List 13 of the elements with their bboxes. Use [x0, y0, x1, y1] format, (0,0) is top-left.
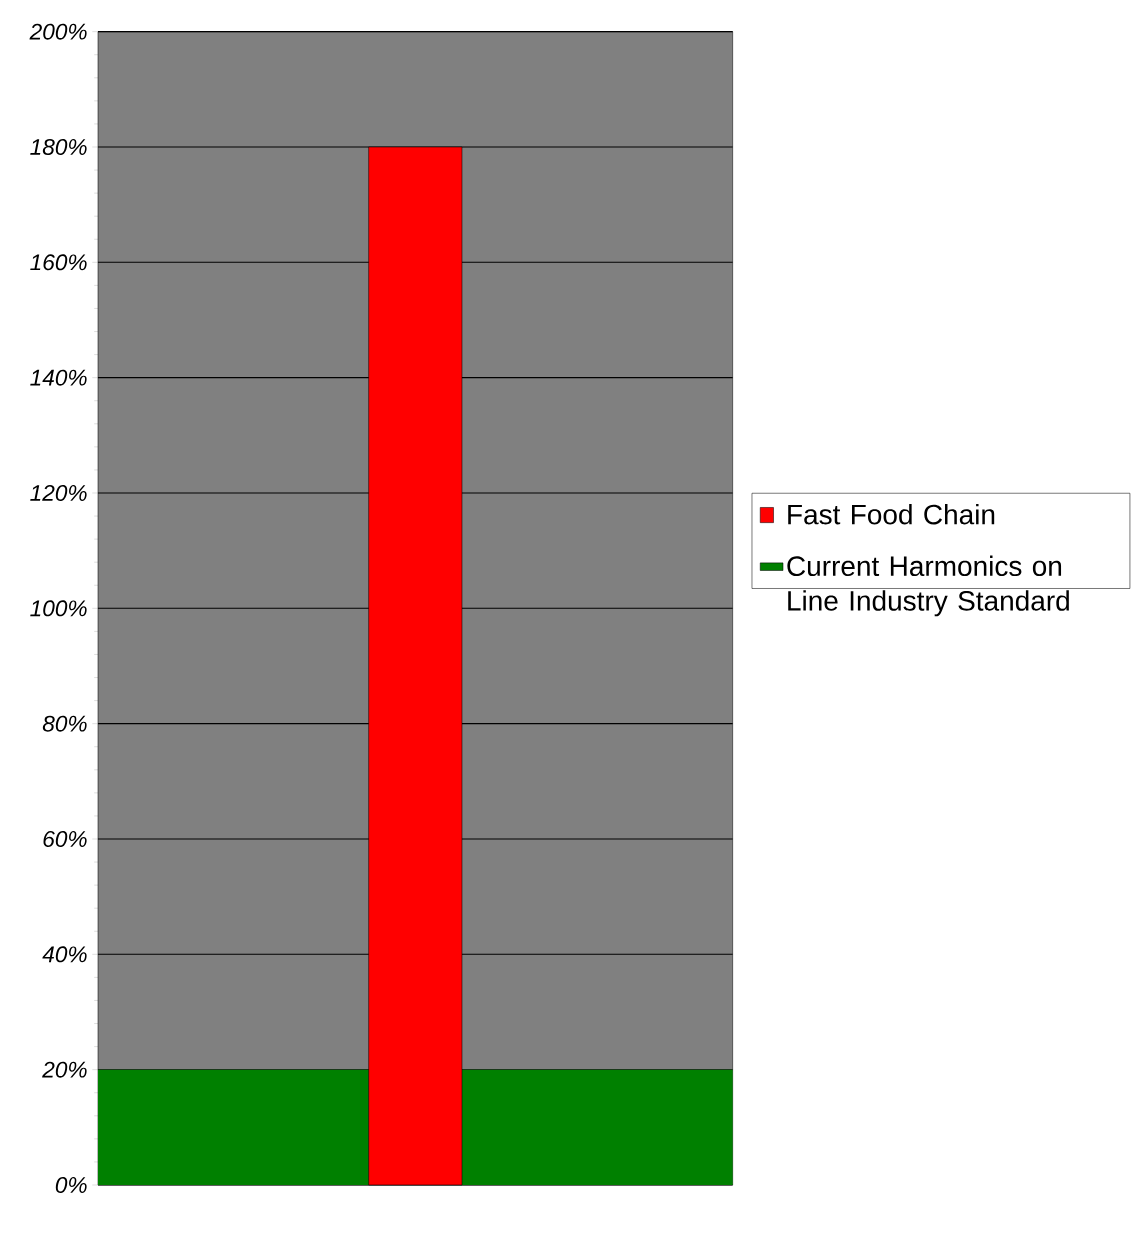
legend-label: Current Harmonics on Line Industry Standard: [787, 555, 1070, 617]
y-tick-label: 200%: [29, 23, 87, 40]
y-tick-label: 0%: [55, 1176, 87, 1194]
y-tick-label: 140%: [30, 369, 87, 386]
y-tick-label: 80%: [43, 715, 87, 732]
y-tick-label: 60%: [43, 830, 87, 848]
legend-label: Fast Food Chain: [788, 503, 995, 525]
y-tick-label: 160%: [30, 254, 87, 271]
y-tick-label: 100%: [30, 600, 87, 617]
y-tick-label: 40%: [42, 946, 87, 963]
y-tick-label: 180%: [30, 138, 87, 156]
y-tick-label: 20%: [42, 1061, 87, 1078]
y-tick-label: 120%: [30, 484, 87, 502]
